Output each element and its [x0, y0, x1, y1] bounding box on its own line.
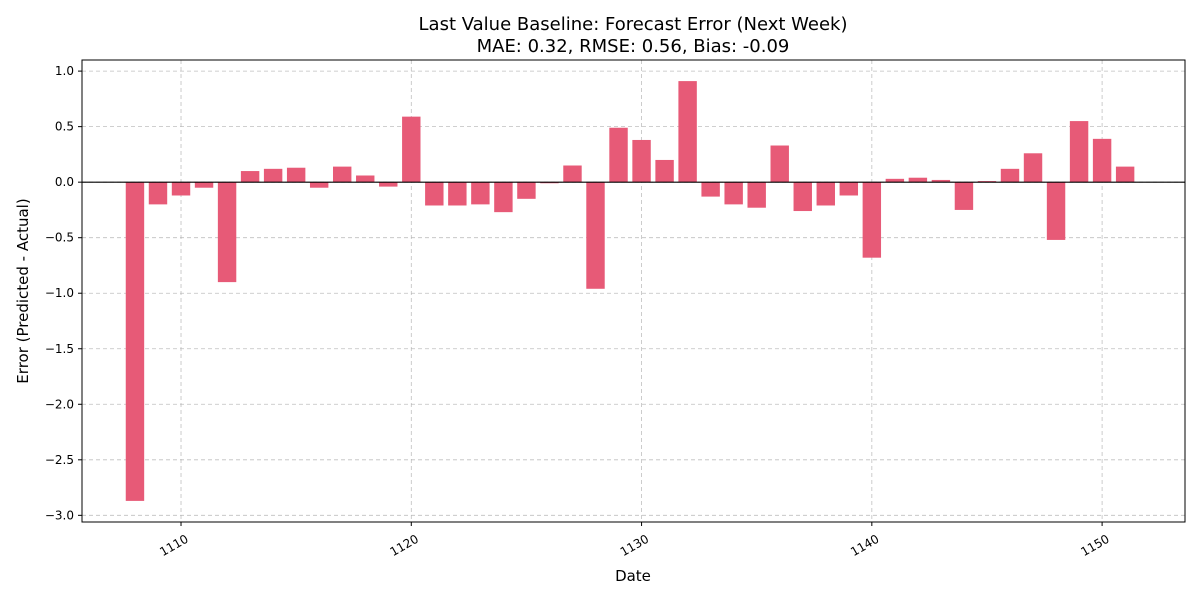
axis-layer: 1110 1120 1130 1140 1150 −3.0 −2.5 −2.0 −1.5 −1.0…: [45, 64, 1112, 559]
error-bar: [1069, 121, 1089, 183]
error-bar: [379, 182, 398, 187]
error-bar: [332, 166, 352, 183]
y-tick-label: 0.0: [55, 175, 74, 189]
error-bar: [931, 179, 951, 183]
bar-layer: [125, 81, 1135, 501]
error-bar: [770, 145, 789, 183]
error-bar: [678, 81, 697, 183]
error-bar: [263, 168, 283, 183]
error-bar: [517, 182, 536, 199]
error-bar: [286, 167, 306, 183]
y-tick-label: −2.0: [45, 397, 74, 411]
y-tick-label: −3.0: [45, 508, 74, 522]
error-bar: [1000, 168, 1020, 183]
error-bar: [724, 182, 743, 205]
error-bar: [1046, 182, 1066, 240]
error-bar: [563, 165, 582, 183]
y-tick-label: −1.0: [45, 286, 74, 300]
error-bar: [816, 182, 835, 206]
error-bar: [609, 127, 628, 183]
error-bar: [425, 182, 444, 206]
error-bar: [402, 116, 421, 183]
error-bar: [632, 139, 651, 183]
chart-subtitle: MAE: 0.32, RMSE: 0.56, Bias: -0.09: [477, 36, 790, 57]
x-tick-label: 1150: [1078, 532, 1111, 559]
error-bar: [471, 182, 490, 205]
error-bar: [1023, 153, 1043, 183]
y-tick-label: −2.5: [45, 453, 74, 467]
y-tick-label: 0.5: [55, 120, 74, 134]
error-bar: [862, 182, 882, 258]
error-bar: [217, 182, 237, 283]
error-bar: [356, 175, 375, 183]
x-axis-label: Date: [615, 567, 651, 585]
y-axis-label: Error (Predicted - Actual): [14, 198, 32, 383]
error-bar: [1115, 166, 1135, 183]
error-bar: [125, 182, 145, 501]
error-bar: [701, 182, 720, 197]
error-bar: [148, 182, 168, 205]
grid-layer: [82, 60, 1185, 522]
y-tick-label: −0.5: [45, 231, 74, 245]
error-bar: [908, 177, 928, 183]
x-tick-label: 1110: [157, 532, 190, 559]
error-bar: [954, 182, 974, 210]
error-bar: [1092, 138, 1112, 183]
chart-title: Last Value Baseline: Forecast Error (Nex…: [419, 14, 848, 35]
error-bar: [747, 182, 766, 208]
error-bar: [240, 171, 260, 183]
error-bar: [448, 182, 467, 206]
error-bar: [793, 182, 812, 212]
x-tick-label: 1140: [848, 532, 881, 559]
x-tick-label: 1130: [618, 532, 651, 559]
y-tick-label: 1.0: [55, 64, 74, 78]
error-bar: [494, 182, 513, 213]
plot-frame: [81, 59, 1186, 523]
error-bar: [839, 182, 859, 196]
error-bar: [309, 182, 329, 188]
x-tick-label: 1120: [388, 532, 421, 559]
error-bar: [171, 182, 191, 196]
error-bar: [194, 182, 214, 188]
error-bar: [586, 182, 605, 289]
error-bar: [885, 178, 905, 183]
error-bar: [655, 159, 674, 183]
y-tick-label: −1.5: [45, 342, 74, 356]
